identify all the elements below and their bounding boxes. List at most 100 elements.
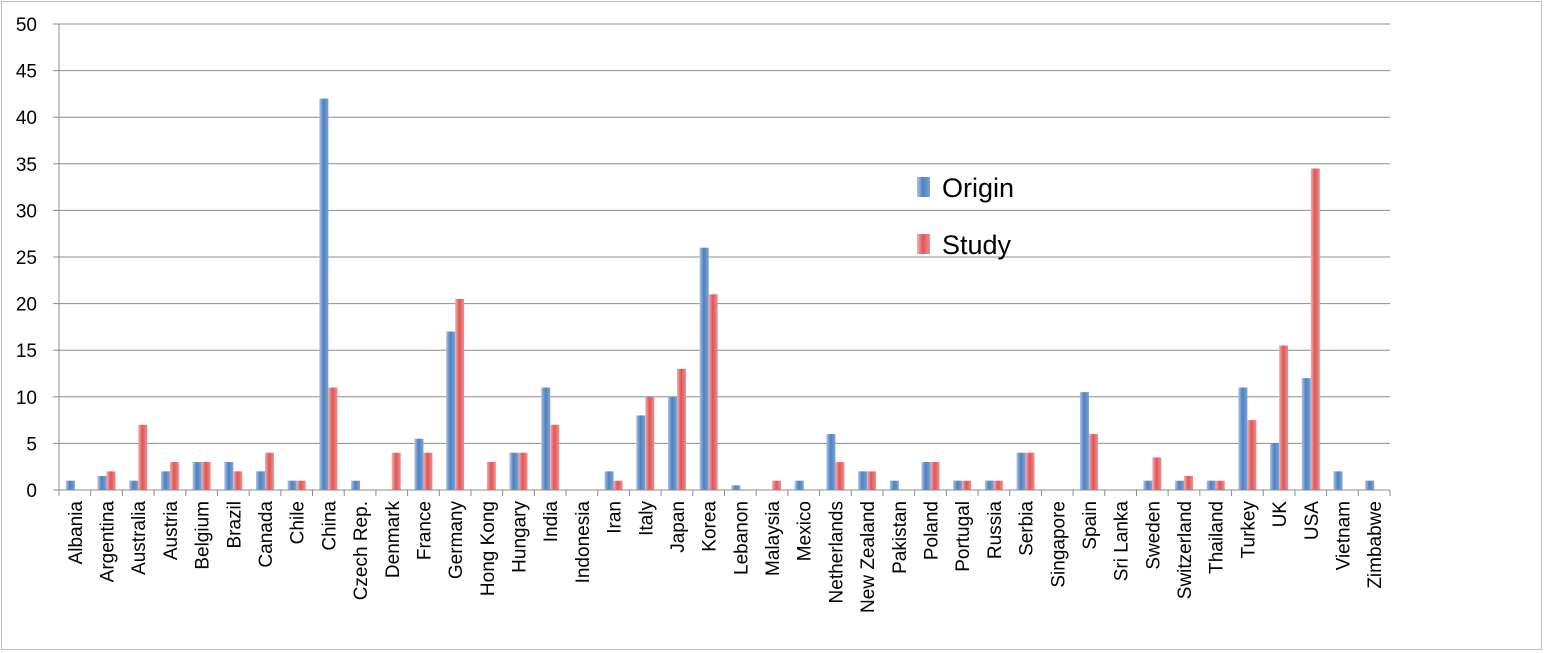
x-category-label: Netherlands	[826, 501, 847, 603]
bar-study	[1152, 457, 1162, 490]
bar-study	[296, 480, 306, 490]
bar-origin	[984, 480, 994, 490]
x-category-label: Russia	[985, 501, 1006, 560]
bar-origin	[1143, 480, 1153, 490]
bar-origin	[604, 471, 614, 490]
x-category-label: Denmark	[383, 501, 404, 579]
x-category-label: Japan	[668, 501, 689, 553]
y-axis-tick-labels: 0 5 10 15 20 25 30 35 40 45 50	[16, 15, 37, 502]
bar-origin	[224, 462, 234, 490]
bar-origin	[858, 471, 868, 490]
bar-study	[613, 480, 623, 490]
x-category-label: Serbia	[1017, 501, 1038, 556]
x-category-label: Portugal	[953, 501, 974, 572]
bar-origin	[1365, 480, 1375, 490]
bar-study	[1184, 476, 1194, 490]
bar-origin	[699, 247, 709, 490]
x-category-label: Singapore	[1048, 501, 1069, 588]
y-tick-label: 35	[16, 155, 37, 176]
bars	[65, 98, 1375, 490]
x-category-label: Pakistan	[890, 501, 911, 574]
legend-swatch-origin	[917, 177, 930, 197]
bar-origin	[1270, 443, 1280, 490]
bar-origin	[1301, 378, 1311, 490]
bar-study	[1310, 168, 1320, 490]
bar-origin	[921, 462, 931, 490]
bar-origin	[731, 485, 741, 490]
y-tick-label: 10	[16, 388, 37, 409]
x-category-label: Iran	[605, 501, 626, 534]
bar-study	[106, 471, 116, 490]
y-tick-label: 25	[16, 248, 37, 269]
bar-study	[708, 294, 718, 490]
y-tick-label: 50	[16, 15, 37, 36]
bar-study	[1025, 452, 1035, 490]
x-category-label: UK	[1270, 501, 1291, 528]
bar-origin	[1016, 452, 1026, 490]
x-category-label: Germany	[446, 501, 467, 580]
bar-study	[835, 462, 845, 490]
x-category-label: Indonesia	[573, 501, 594, 584]
y-tick-label: 20	[16, 295, 37, 316]
x-category-label: Zimbabwe	[1365, 501, 1386, 589]
bar-study	[645, 396, 655, 490]
bar-study	[423, 452, 433, 490]
bar-study	[772, 480, 782, 490]
legend-swatch-study	[917, 234, 930, 254]
x-category-label: Lebanon	[731, 501, 752, 575]
x-category-label: India	[541, 501, 562, 543]
x-category-label: Austria	[161, 501, 182, 561]
bar-study	[550, 424, 560, 490]
bar-study	[391, 452, 401, 490]
bar-origin	[794, 480, 804, 490]
bar-study	[264, 452, 274, 490]
bar-origin	[97, 476, 107, 490]
bar-origin	[192, 462, 202, 490]
x-category-label: New Zealand	[858, 501, 879, 613]
bar-origin	[287, 480, 297, 490]
bar-origin	[953, 480, 963, 490]
x-category-label: Vietnam	[1333, 501, 1354, 570]
x-category-label: Czech Rep.	[351, 501, 372, 600]
bar-origin	[636, 415, 646, 490]
bar-study	[201, 462, 211, 490]
x-category-label: Sweden	[1143, 501, 1164, 570]
x-category-label: Switzerland	[1175, 501, 1196, 599]
x-category-label: Sri Lanka	[1112, 501, 1133, 582]
x-category-label: China	[319, 501, 340, 551]
x-category-label: Hong Kong	[478, 501, 499, 596]
bar-origin	[129, 480, 139, 490]
gridlines	[59, 23, 1390, 444]
x-category-label: Thailand	[1207, 501, 1228, 574]
bar-study	[962, 480, 972, 490]
y-tick-label: 40	[16, 108, 37, 129]
x-category-label: Australia	[129, 501, 150, 575]
x-category-label: Malaysia	[763, 501, 784, 576]
bar-origin	[1079, 392, 1089, 490]
bar-origin	[1175, 480, 1185, 490]
bar-origin	[541, 387, 551, 490]
x-category-label: Chile	[288, 501, 309, 544]
x-category-label: France	[414, 501, 435, 560]
bar-study	[1279, 345, 1289, 490]
y-tick-label: 5	[26, 434, 37, 455]
legend-label-origin: Origin	[942, 173, 1014, 203]
bar-origin	[509, 452, 519, 490]
x-category-label: Poland	[921, 501, 942, 560]
x-axis-category-labels: Albania Argentina Australia Austria Belgium B…	[66, 501, 1386, 613]
x-category-label: Mexico	[795, 501, 816, 561]
bar-study	[138, 424, 148, 490]
x-category-label: Italy	[636, 501, 657, 536]
x-category-label: USA	[1302, 501, 1323, 540]
x-category-label: Spain	[1080, 501, 1101, 550]
y-tick-label: 0	[26, 481, 37, 502]
bar-study	[455, 298, 465, 490]
axes	[53, 23, 1391, 496]
bar-study	[930, 462, 940, 490]
bar-origin	[319, 98, 329, 490]
x-category-label: Brazil	[224, 501, 245, 549]
y-tick-label: 15	[16, 341, 37, 362]
x-category-label: Argentina	[98, 501, 119, 583]
